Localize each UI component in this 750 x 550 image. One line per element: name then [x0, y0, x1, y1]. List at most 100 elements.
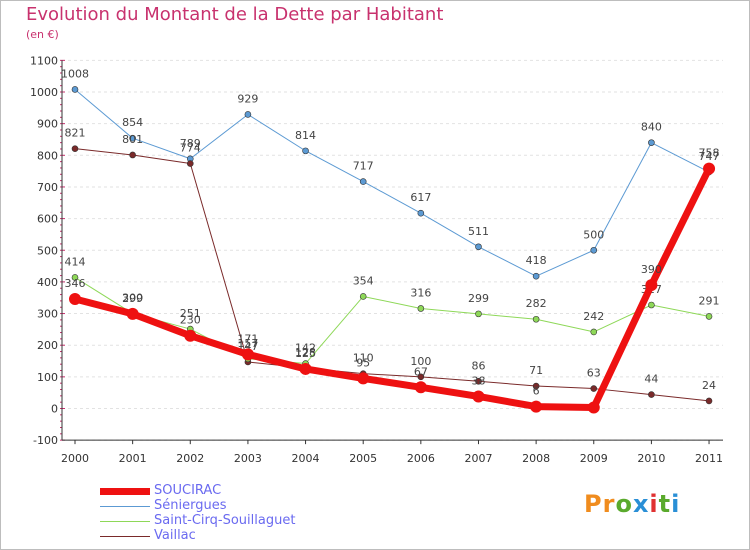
data-label: 299	[468, 292, 489, 305]
data-point	[299, 362, 312, 375]
data-label: 758	[699, 147, 720, 160]
legend-label: Vaillac	[154, 528, 196, 543]
data-point	[357, 372, 370, 385]
logo-letter: i	[649, 490, 659, 518]
data-label: 511	[468, 225, 489, 238]
data-point	[414, 381, 427, 394]
data-label: 840	[641, 121, 662, 134]
data-label: 44	[644, 373, 658, 386]
data-label: 747	[699, 150, 720, 163]
y-tick-label: -100	[33, 434, 58, 447]
data-point	[530, 400, 543, 413]
y-tick-label: 900	[37, 118, 58, 131]
data-point	[71, 274, 79, 281]
data-label: 100	[410, 355, 431, 368]
logo-letter: P	[584, 490, 603, 518]
chart-title: Evolution du Montant de la Dette par Hab…	[26, 4, 444, 25]
legend-swatch	[100, 488, 150, 495]
data-point	[359, 293, 367, 300]
data-label: 38	[471, 374, 485, 387]
x-tick-label: 2011	[695, 452, 723, 465]
data-label: 299	[122, 292, 143, 305]
data-label: 300	[122, 292, 143, 305]
data-label: 24	[702, 379, 716, 392]
data-point	[475, 377, 482, 385]
legend-label: Séniergues	[154, 498, 227, 513]
data-point	[590, 246, 598, 254]
data-label: 929	[237, 92, 258, 105]
series-line	[71, 165, 713, 412]
data-point	[126, 307, 139, 320]
data-point	[648, 139, 655, 146]
series-soucirac: 346 299 230 171 125 95 67 38 6 390 758	[65, 147, 720, 414]
y-tick-label: 600	[37, 213, 58, 226]
data-label: 95	[356, 356, 370, 369]
logo-letter: o	[615, 490, 633, 518]
data-label: 251	[180, 307, 201, 320]
data-point	[184, 329, 197, 342]
data-label: 617	[410, 191, 431, 204]
y-tick-label: 1000	[30, 86, 58, 99]
x-tick-label: 2009	[580, 452, 608, 465]
x-tick-label: 2004	[292, 452, 320, 465]
data-point	[648, 391, 655, 398]
y-tick-label: 200	[37, 339, 58, 352]
x-tick-label: 2002	[176, 452, 204, 465]
data-label: 316	[410, 286, 431, 299]
data-label: 242	[583, 310, 604, 323]
data-point	[532, 315, 540, 323]
logo-letter: t	[658, 490, 672, 518]
data-point	[475, 310, 482, 318]
x-tick-label: 2008	[522, 452, 550, 465]
data-label: 801	[122, 133, 143, 146]
data-point	[472, 390, 485, 403]
data-point	[302, 147, 309, 155]
series-line	[74, 88, 710, 277]
data-label: 142	[295, 342, 316, 355]
data-point	[129, 151, 136, 159]
data-point	[705, 313, 713, 320]
x-tick-label: 2005	[349, 452, 377, 465]
data-label: 854	[122, 116, 143, 129]
data-point	[417, 373, 425, 381]
y-tick-label: 0	[51, 403, 58, 416]
y-tick-label: 400	[37, 276, 58, 289]
data-label: 6	[533, 385, 540, 398]
data-label: 63	[587, 367, 601, 380]
data-point	[71, 86, 79, 93]
data-label: 414	[65, 255, 86, 268]
data-point	[129, 134, 136, 142]
data-label: 157	[237, 337, 258, 350]
data-point	[705, 397, 713, 405]
data-point	[417, 305, 425, 312]
data-label: 821	[65, 127, 86, 140]
data-label: 291	[699, 294, 720, 307]
data-label: 774	[180, 142, 201, 155]
y-tick-label: 500	[37, 244, 58, 257]
legend-swatch	[100, 536, 150, 537]
logo-letter: r	[602, 490, 616, 518]
data-point	[590, 328, 598, 336]
data-label: 125	[295, 347, 316, 360]
data-label: 346	[65, 277, 86, 290]
data-label: 128	[295, 346, 316, 359]
data-point	[359, 178, 367, 185]
data-point	[645, 279, 658, 292]
y-tick-label: 300	[37, 308, 58, 321]
x-tick-label: 2006	[407, 452, 435, 465]
legend-label: SOUCIRAC	[154, 483, 222, 498]
series-line	[74, 276, 710, 365]
data-point	[417, 209, 425, 217]
data-point	[241, 348, 254, 361]
data-point	[648, 301, 655, 309]
x-tick-label: 2007	[464, 452, 492, 465]
proxiti-logo: Proxiti	[584, 490, 680, 518]
data-label: 418	[526, 254, 547, 267]
series-s-niergues: 1008 854 789 929 814 717 617 511 418 500 840 747	[61, 67, 720, 280]
data-label: 282	[526, 297, 547, 310]
data-label: 110	[353, 352, 374, 365]
data-point	[475, 243, 482, 251]
x-tick-label: 2010	[637, 452, 665, 465]
data-label: 789	[180, 137, 201, 150]
data-label: 1008	[61, 67, 89, 80]
